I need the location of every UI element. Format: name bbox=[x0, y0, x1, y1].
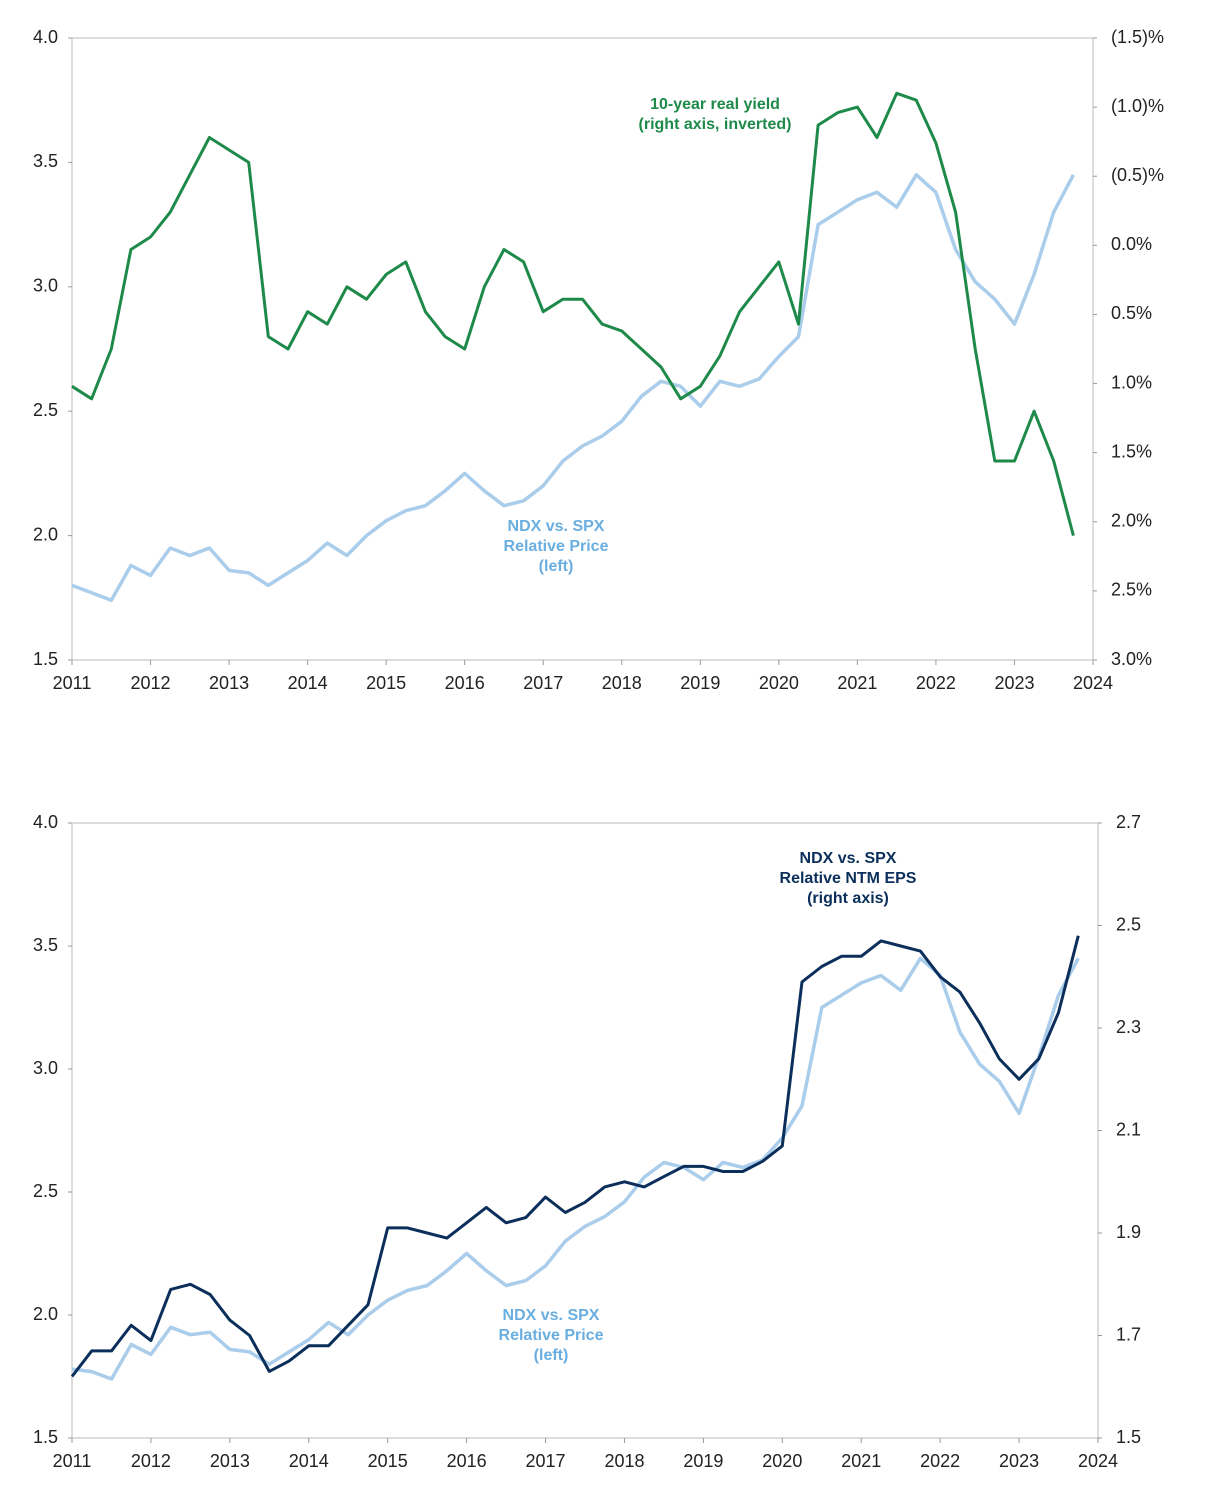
y2-tick-label: 2.3 bbox=[1116, 1017, 1141, 1037]
x-tick-label: 2017 bbox=[523, 673, 563, 693]
x-tick-label: 2016 bbox=[445, 673, 485, 693]
y2-tick-label: (1.5)% bbox=[1111, 27, 1164, 47]
annotation: Relative Price bbox=[499, 1327, 604, 1344]
line-series bbox=[71, 956, 1080, 1381]
annotation: Relative NTM EPS bbox=[780, 870, 917, 887]
y-tick-label: 2.5 bbox=[33, 400, 58, 420]
y2-tick-label: 1.0% bbox=[1111, 372, 1152, 392]
y2-tick-label: (0.5)% bbox=[1111, 165, 1164, 185]
x-tick-label: 2015 bbox=[368, 1451, 408, 1471]
x-tick-label: 2014 bbox=[289, 1451, 329, 1471]
x-tick-label: 2013 bbox=[210, 1451, 250, 1471]
x-tick-label: 2016 bbox=[447, 1451, 487, 1471]
y-tick-label: 3.0 bbox=[33, 1058, 58, 1078]
y2-tick-label: 1.5% bbox=[1111, 441, 1152, 461]
x-tick-label: 2017 bbox=[526, 1451, 566, 1471]
x-tick-label: 2012 bbox=[131, 673, 171, 693]
annotation: (right axis, inverted) bbox=[639, 116, 792, 133]
x-tick-label: 2018 bbox=[604, 1451, 644, 1471]
x-tick-label: 2021 bbox=[841, 1451, 881, 1471]
y2-tick-label: 1.5 bbox=[1116, 1427, 1141, 1447]
x-tick-label: 2024 bbox=[1078, 1451, 1118, 1471]
x-tick-label: 2022 bbox=[920, 1451, 960, 1471]
x-tick-label: 2011 bbox=[53, 673, 92, 693]
y2-tick-label: 2.7 bbox=[1116, 812, 1141, 832]
y2-tick-label: 2.5 bbox=[1116, 914, 1141, 934]
annotation: Relative Price bbox=[504, 538, 609, 555]
y2-tick-label: 0.0% bbox=[1111, 234, 1152, 254]
y-tick-label: 3.5 bbox=[33, 151, 58, 171]
x-tick-label: 2014 bbox=[288, 673, 328, 693]
y-tick-label: 4.0 bbox=[33, 27, 58, 47]
y2-tick-label: 1.7 bbox=[1116, 1324, 1141, 1344]
y2-tick-label: 2.0% bbox=[1111, 511, 1152, 531]
x-tick-label: 2023 bbox=[999, 1451, 1039, 1471]
x-tick-label: 2013 bbox=[209, 673, 249, 693]
annotation: NDX vs. SPX bbox=[800, 850, 897, 867]
annotation: NDX vs. SPX bbox=[508, 518, 605, 535]
x-tick-label: 2019 bbox=[680, 673, 720, 693]
y-tick-label: 4.0 bbox=[33, 812, 58, 832]
y-tick-label: 2.0 bbox=[33, 1304, 58, 1324]
x-tick-label: 2021 bbox=[837, 673, 877, 693]
x-tick-label: 2019 bbox=[683, 1451, 723, 1471]
y-tick-label: 3.5 bbox=[33, 935, 58, 955]
y2-tick-label: 2.1 bbox=[1116, 1119, 1141, 1139]
line-series bbox=[71, 91, 1075, 536]
y-tick-label: 2.5 bbox=[33, 1181, 58, 1201]
y2-tick-label: (1.0)% bbox=[1111, 96, 1164, 116]
x-tick-label: 2020 bbox=[762, 1451, 802, 1471]
annotation: (left) bbox=[539, 558, 574, 575]
y2-tick-label: 2.5% bbox=[1111, 580, 1152, 600]
y-tick-label: 1.5 bbox=[33, 1427, 58, 1447]
y-tick-label: 3.0 bbox=[33, 276, 58, 296]
line-series bbox=[70, 935, 1080, 1378]
y-tick-label: 1.5 bbox=[33, 649, 58, 669]
x-tick-label: 2018 bbox=[602, 673, 642, 693]
plot-frame bbox=[71, 37, 1094, 661]
y2-tick-label: 1.9 bbox=[1116, 1222, 1141, 1242]
line-series bbox=[71, 173, 1075, 603]
annotation: 10-year real yield bbox=[650, 96, 780, 113]
annotation: NDX vs. SPX bbox=[503, 1307, 600, 1324]
y2-tick-label: 3.0% bbox=[1111, 649, 1152, 669]
annotation: (right axis) bbox=[807, 890, 889, 907]
x-tick-label: 2015 bbox=[366, 673, 406, 693]
x-tick-label: 2011 bbox=[53, 1451, 92, 1471]
annotation: (left) bbox=[534, 1347, 569, 1364]
x-tick-label: 2020 bbox=[759, 673, 799, 693]
y2-tick-label: 0.5% bbox=[1111, 303, 1152, 323]
y-tick-label: 2.0 bbox=[33, 524, 58, 544]
x-tick-label: 2024 bbox=[1073, 673, 1113, 693]
x-tick-label: 2023 bbox=[994, 673, 1034, 693]
x-tick-label: 2022 bbox=[916, 673, 956, 693]
x-tick-label: 2012 bbox=[131, 1451, 171, 1471]
